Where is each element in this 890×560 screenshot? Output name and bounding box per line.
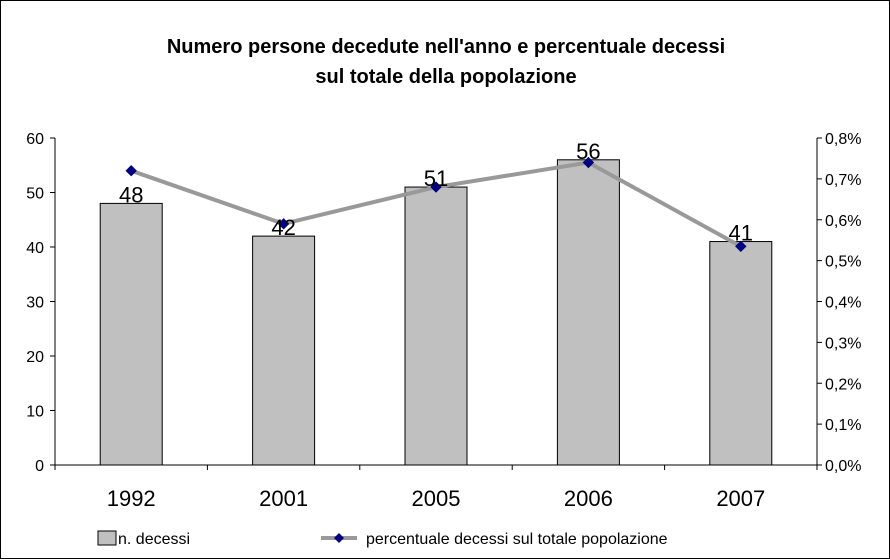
right-tick-label: 0,3% — [825, 335, 861, 352]
left-tick-label: 10 — [26, 404, 44, 421]
left-tick-label: 20 — [26, 349, 44, 366]
legend-label-line: percentuale decessi sul totale popolazio… — [366, 531, 668, 548]
right-tick-label: 0,7% — [825, 172, 861, 189]
percentage-marker-2006 — [582, 156, 595, 169]
chart-title-line-2: sul totale della popolazione — [315, 66, 576, 88]
left-tick-label: 50 — [26, 186, 44, 203]
right-tick-label: 0,0% — [825, 458, 861, 475]
bar-2001 — [252, 235, 316, 466]
x-tick-label-2001: 2001 — [259, 486, 308, 511]
data-label-2006: 56 — [576, 139, 600, 164]
data-label-2007: 41 — [729, 221, 753, 246]
data-label-2001: 42 — [271, 215, 295, 240]
right-tick-label: 0,1% — [825, 417, 861, 434]
bar-2007 — [709, 241, 773, 466]
x-tick-label-2007: 2007 — [716, 486, 765, 511]
right-tick-label: 0,2% — [825, 376, 861, 393]
percentage-marker-2005 — [430, 181, 442, 193]
left-tick-label: 40 — [26, 240, 44, 257]
percentage-marker-1992 — [125, 164, 137, 177]
left-tick-label: 30 — [26, 295, 44, 312]
bar-2006 — [556, 159, 620, 466]
data-label-2005: 51 — [424, 166, 448, 191]
percentage-marker-2007 — [735, 240, 747, 253]
right-tick-label: 0,5% — [825, 254, 861, 271]
bar-2005 — [404, 186, 468, 466]
x-tick-label-2006: 2006 — [564, 486, 613, 511]
right-tick-label: 0,6% — [825, 213, 861, 230]
chart-title-line-1: Numero persone decedute nell'anno e perc… — [167, 36, 725, 58]
x-tick-label-1992: 1992 — [107, 486, 156, 511]
right-tick-label: 0,8% — [825, 131, 861, 148]
bar-1992 — [99, 202, 163, 466]
x-tick-label-2005: 2005 — [412, 486, 461, 511]
legend-label-bars: n. decessi — [118, 531, 190, 548]
left-tick-label: 60 — [26, 131, 44, 148]
right-tick-label: 0,4% — [825, 295, 861, 312]
percentage-marker-2001 — [277, 218, 290, 230]
left-tick-label: 0 — [35, 458, 44, 475]
legend-bar-swatch — [97, 530, 117, 546]
legend-marker-swatch — [334, 533, 344, 543]
data-label-1992: 48 — [119, 182, 143, 207]
